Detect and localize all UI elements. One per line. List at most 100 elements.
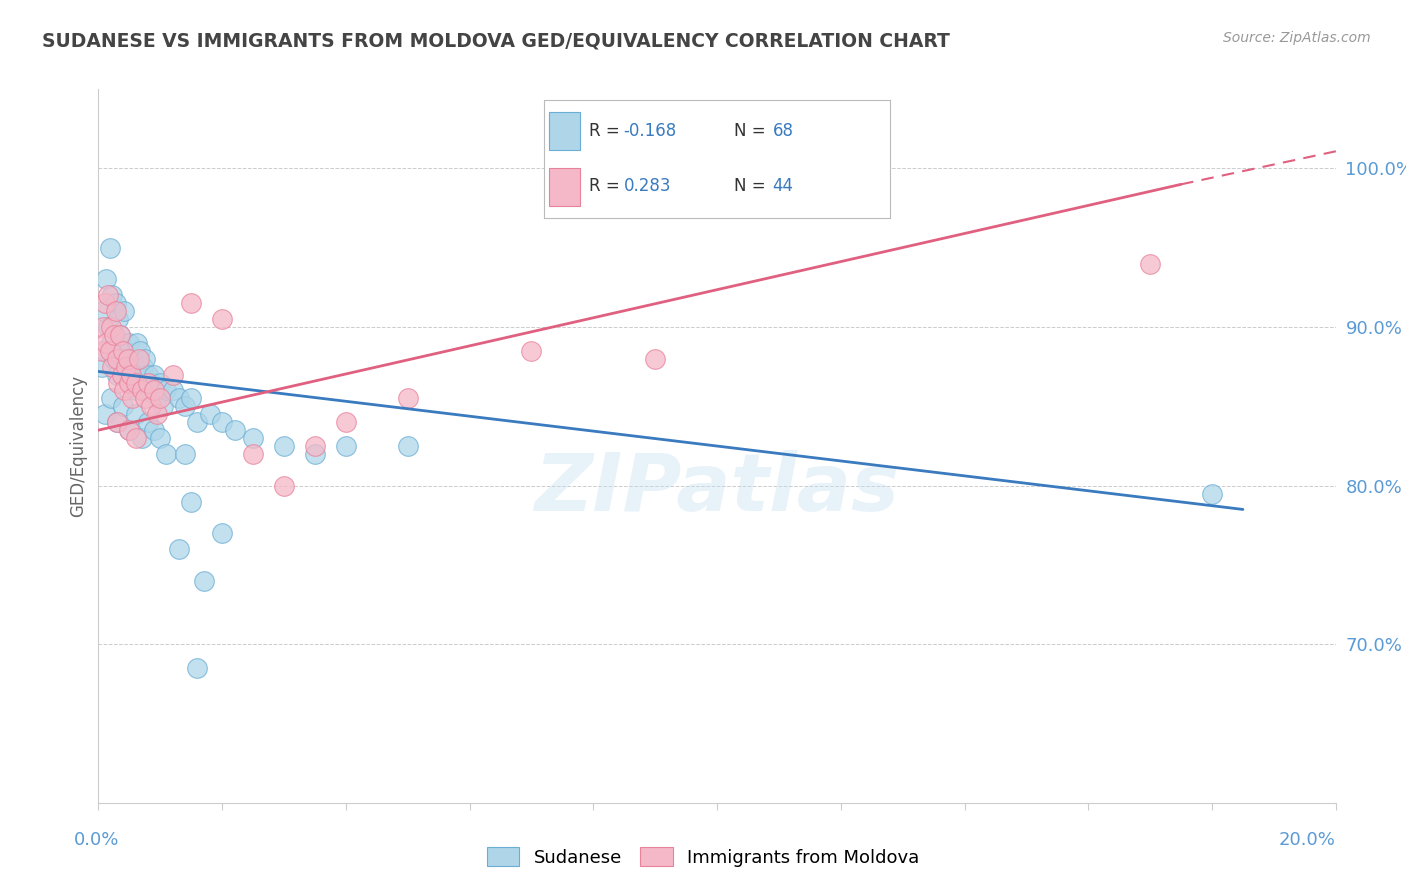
Point — [124, 431, 146, 445]
Point — [90, 359, 112, 374]
Point — [108, 328, 131, 343]
Point — [129, 343, 152, 358]
Point — [304, 447, 326, 461]
Point — [211, 526, 233, 541]
Point — [124, 376, 146, 390]
Point — [101, 359, 124, 374]
Point — [162, 384, 184, 398]
Point — [93, 296, 115, 310]
Point — [124, 384, 146, 398]
Point — [520, 343, 543, 358]
Point — [224, 423, 246, 437]
Point — [118, 423, 141, 437]
Point — [117, 368, 139, 382]
Point — [118, 376, 141, 390]
Point — [131, 431, 153, 445]
Point — [186, 661, 208, 675]
Point — [211, 415, 233, 429]
Text: 0.0%: 0.0% — [73, 831, 120, 849]
Point — [186, 415, 208, 429]
Point — [198, 407, 221, 421]
Point — [121, 351, 143, 366]
Point — [152, 400, 174, 414]
Point — [143, 423, 166, 437]
Point — [118, 335, 141, 350]
Point — [1139, 257, 1161, 271]
Point — [335, 415, 357, 429]
Point — [162, 368, 184, 382]
Point — [105, 415, 128, 429]
Point — [97, 320, 120, 334]
Point — [100, 320, 122, 334]
Point — [104, 296, 127, 310]
Point — [101, 288, 124, 302]
Point — [112, 359, 135, 374]
Point — [167, 392, 190, 406]
Point — [139, 400, 162, 414]
Point — [131, 384, 153, 398]
Point — [167, 542, 190, 557]
Point — [93, 407, 115, 421]
Point — [273, 478, 295, 492]
Point — [115, 343, 138, 358]
Text: 20.0%: 20.0% — [1279, 831, 1336, 849]
Point — [1201, 486, 1223, 500]
Point — [94, 335, 117, 350]
Text: ZIPatlas: ZIPatlas — [534, 450, 900, 528]
Point — [396, 392, 419, 406]
Point — [149, 376, 172, 390]
Point — [242, 431, 264, 445]
Point — [146, 392, 169, 406]
Text: Source: ZipAtlas.com: Source: ZipAtlas.com — [1223, 31, 1371, 45]
Point — [112, 343, 135, 358]
Point — [112, 400, 135, 414]
Point — [134, 392, 156, 406]
Point — [98, 343, 121, 358]
Point — [105, 351, 128, 366]
Point — [124, 359, 146, 374]
Point — [143, 384, 166, 398]
Point — [155, 384, 177, 398]
Legend: Sudanese, Immigrants from Moldova: Sudanese, Immigrants from Moldova — [479, 840, 927, 874]
Point — [98, 241, 121, 255]
Point — [396, 439, 419, 453]
Point — [149, 431, 172, 445]
Point — [143, 368, 166, 382]
Point — [273, 439, 295, 453]
Point — [180, 296, 202, 310]
Point — [128, 368, 150, 382]
Point — [90, 343, 112, 358]
Point — [335, 439, 357, 453]
Point — [146, 407, 169, 421]
Point — [111, 368, 134, 382]
Point — [135, 384, 157, 398]
Point — [107, 376, 129, 390]
Point — [120, 368, 142, 382]
Point — [149, 392, 172, 406]
Point — [111, 351, 134, 366]
Point — [131, 376, 153, 390]
Y-axis label: GED/Equivalency: GED/Equivalency — [69, 375, 87, 517]
Point — [180, 494, 202, 508]
Point — [105, 415, 128, 429]
Point — [125, 335, 148, 350]
Point — [97, 288, 120, 302]
Point — [155, 447, 177, 461]
Point — [174, 447, 197, 461]
Point — [193, 574, 215, 588]
Point — [128, 351, 150, 366]
Point — [242, 447, 264, 461]
Point — [108, 328, 131, 343]
Point — [103, 328, 125, 343]
Point — [93, 304, 115, 318]
Point — [124, 407, 146, 421]
Point — [104, 304, 127, 318]
Point — [304, 439, 326, 453]
Point — [117, 351, 139, 366]
Point — [103, 351, 125, 366]
Point — [93, 320, 115, 334]
Point — [132, 359, 155, 374]
Point — [139, 376, 162, 390]
Point — [100, 392, 122, 406]
Point — [644, 351, 666, 366]
